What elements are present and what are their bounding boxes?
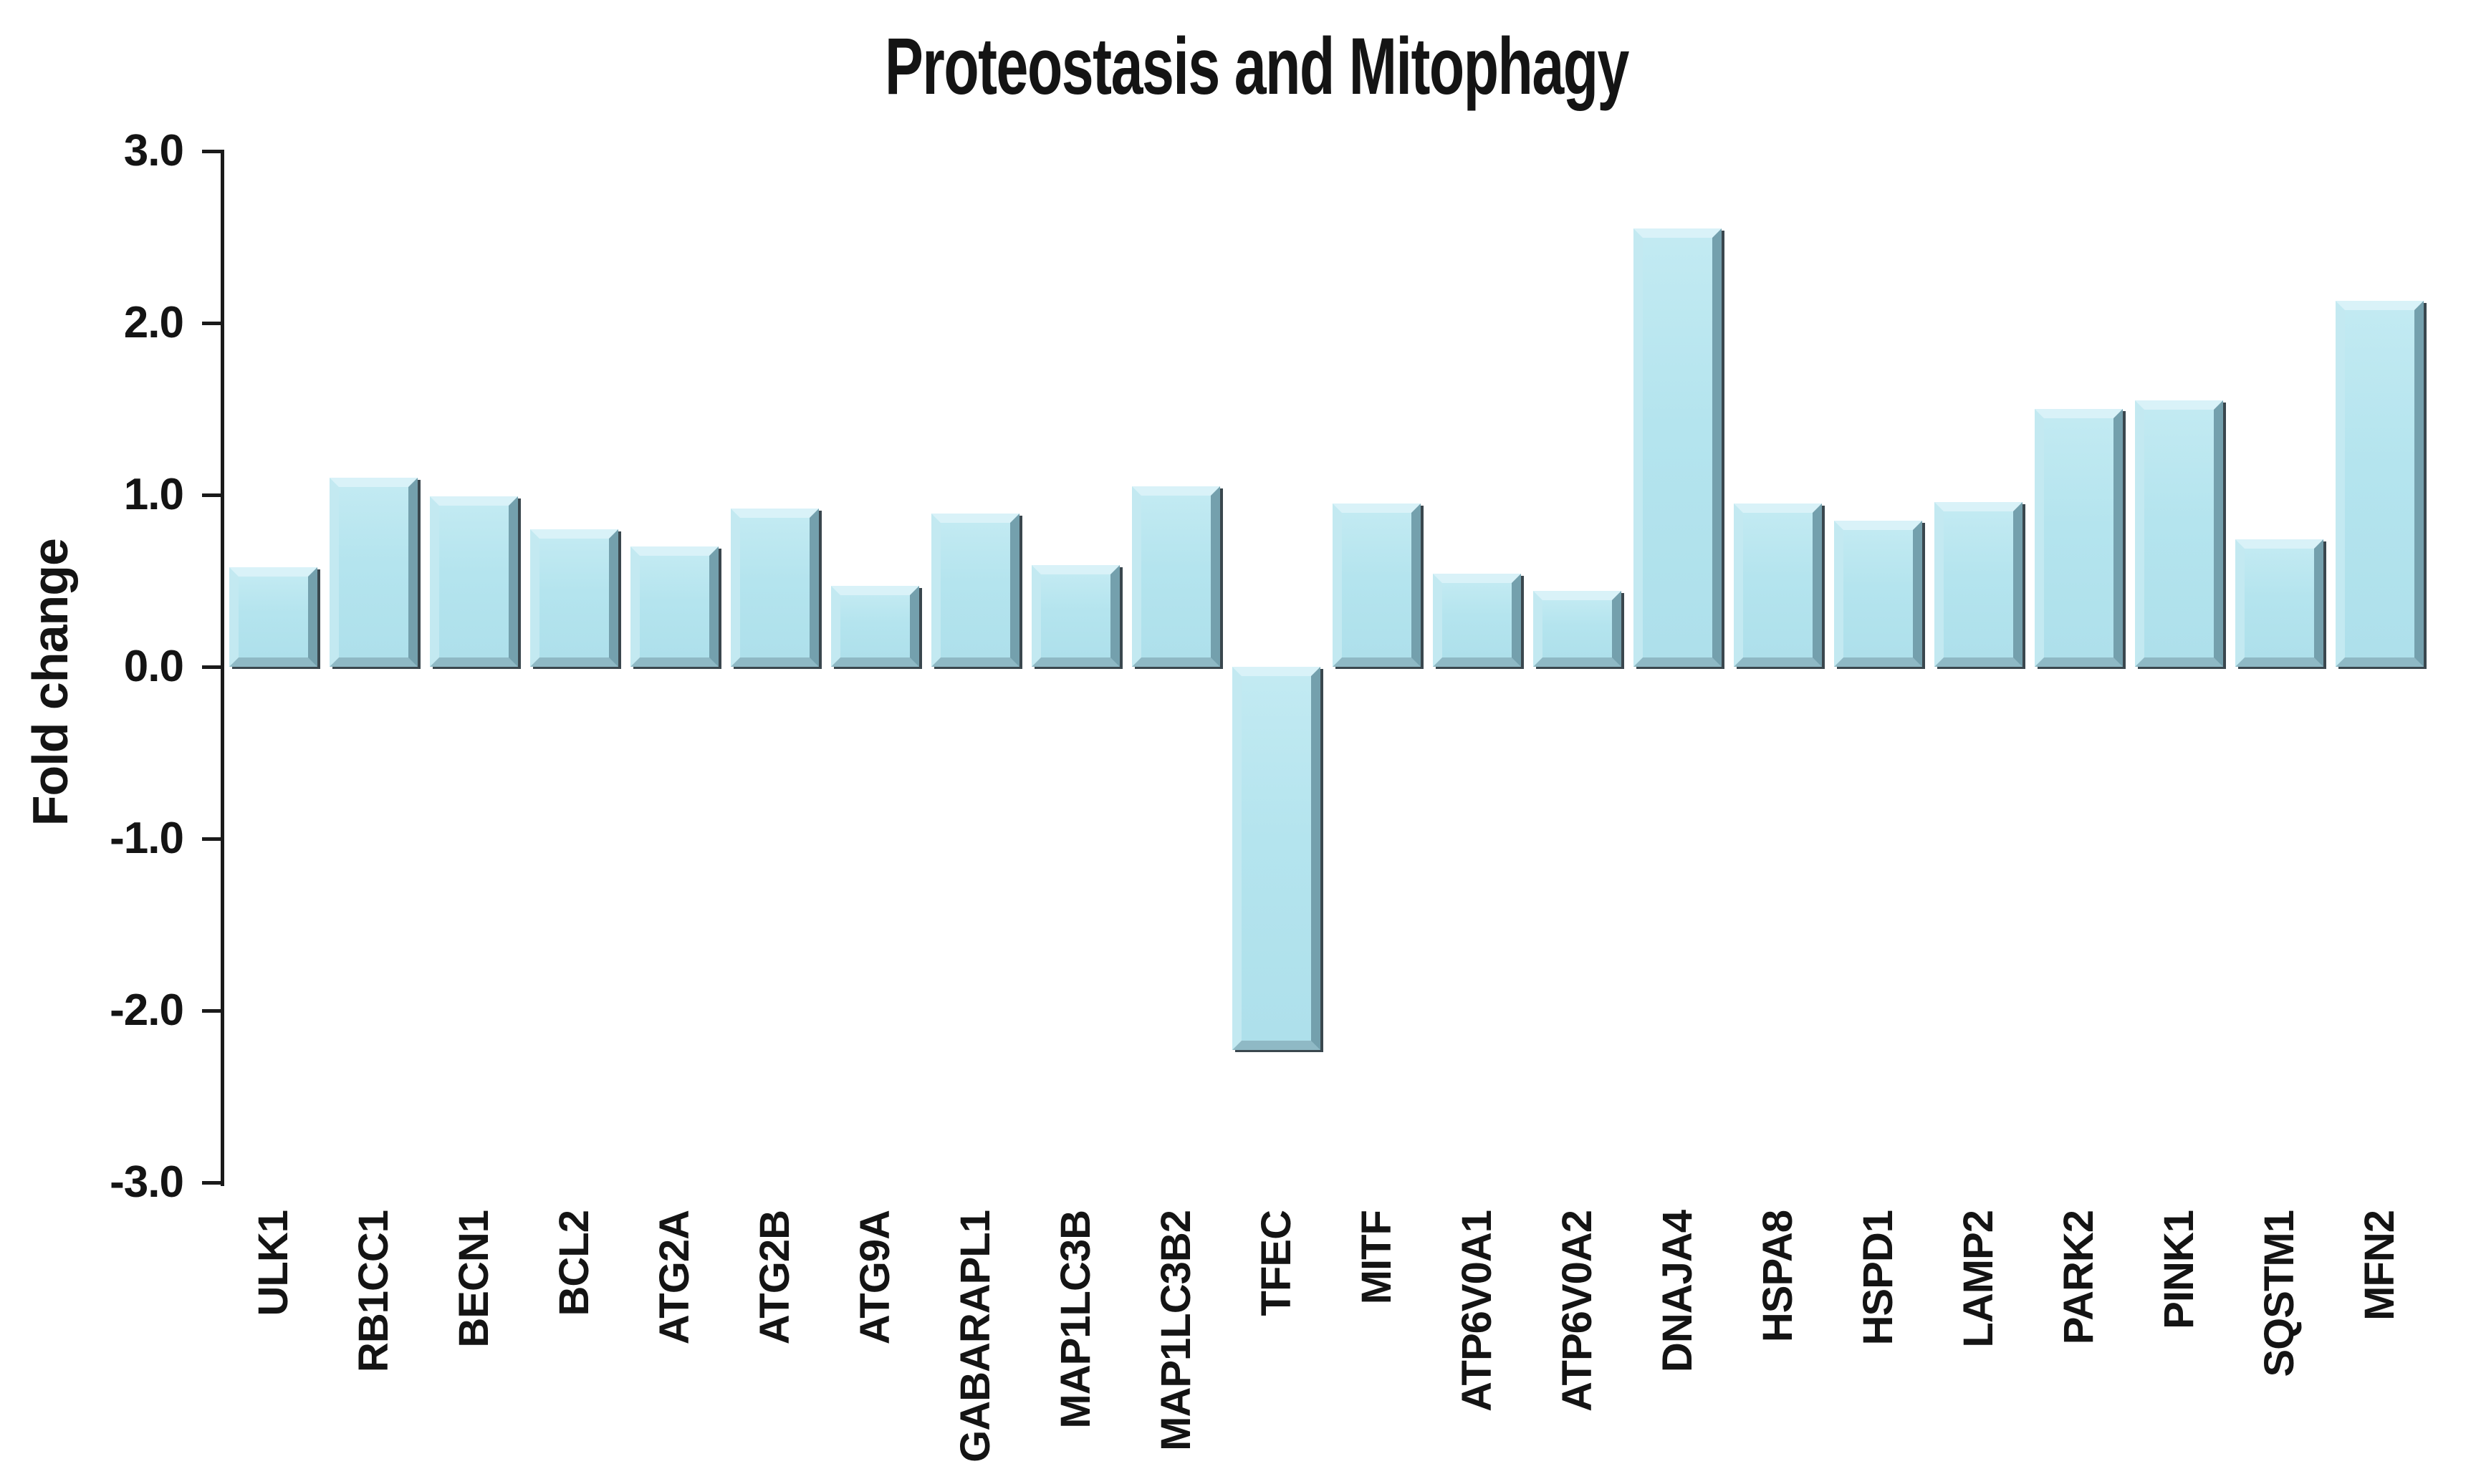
x-category-label-SQSTM1: SQSTM1 (2255, 1210, 2303, 1377)
y-tick-mark (202, 1009, 222, 1013)
y-tick-mark (202, 322, 222, 325)
y-tick-label: 3.0 (123, 126, 184, 175)
x-category-label-ULK1: ULK1 (249, 1210, 297, 1316)
x-category-label-MITF: MITF (1353, 1210, 1400, 1305)
bar-ATG2A (630, 546, 719, 667)
y-tick-label: -1.0 (110, 814, 184, 863)
y-tick-mark (202, 837, 222, 841)
x-category-label-ATP6V0A2: ATP6V0A2 (1553, 1210, 1601, 1412)
x-category-label-PARK2: PARK2 (2055, 1210, 2102, 1345)
bar-ATP6V0A2 (1533, 591, 1621, 667)
bar-RB1CC1 (330, 478, 418, 667)
x-category-label-ATG2B: ATG2B (751, 1210, 798, 1345)
x-category-label-BCL2: BCL2 (550, 1210, 598, 1316)
bar-ATG2B (731, 509, 819, 667)
x-category-label-DNAJA4: DNAJA4 (1654, 1210, 1701, 1373)
bar-ULK1 (229, 567, 317, 667)
y-tick-mark (202, 665, 222, 669)
y-tick-label: 1.0 (123, 470, 184, 519)
x-category-label-RB1CC1: RB1CC1 (350, 1210, 397, 1373)
x-category-label-MAP1LC3B2: MAP1LC3B2 (1152, 1210, 1199, 1451)
x-category-label-LAMP2: LAMP2 (1954, 1210, 2002, 1348)
bar-GABARAPL1 (931, 514, 1019, 667)
bar-MFN2 (2336, 300, 2424, 667)
chart-title: Proteostasis and Mitophagy (885, 21, 1629, 111)
x-category-label-HSPD1: HSPD1 (1854, 1210, 1901, 1346)
x-category-label-ATG2A: ATG2A (651, 1210, 698, 1345)
x-category-label-GABARAPL1: GABARAPL1 (951, 1210, 999, 1463)
bar-TFEC (1232, 667, 1320, 1051)
bar-ATG9A (831, 586, 919, 667)
bar-MAP1LC3B2 (1132, 486, 1220, 667)
x-category-label-MAP1LC3B: MAP1LC3B (1052, 1210, 1099, 1429)
bar-BECN1 (430, 496, 518, 667)
y-tick-label: 0.0 (123, 642, 184, 691)
y-axis-line (221, 150, 224, 1186)
bar-PINK1 (2135, 400, 2223, 667)
bar-MAP1LC3B (1032, 565, 1120, 667)
y-tick-mark (202, 493, 222, 497)
x-category-label-ATG9A: ATG9A (851, 1210, 898, 1345)
y-tick-label: -3.0 (110, 1157, 184, 1207)
bar-DNAJA4 (1633, 228, 1722, 667)
y-tick-mark (202, 1181, 222, 1185)
bar-HSPA8 (1734, 504, 1822, 667)
y-tick-mark (202, 150, 222, 153)
bar-ATP6V0A1 (1433, 574, 1521, 667)
bar-PARK2 (2035, 409, 2123, 667)
bar-SQSTM1 (2235, 539, 2323, 667)
y-tick-label: 2.0 (123, 298, 184, 347)
bar-MITF (1333, 504, 1421, 667)
x-category-label-HSPA8: HSPA8 (1754, 1210, 1801, 1343)
x-category-label-TFEC: TFEC (1252, 1210, 1300, 1316)
bar-LAMP2 (1934, 501, 2022, 667)
y-tick-label: -2.0 (110, 986, 184, 1035)
x-category-label-PINK1: PINK1 (2155, 1210, 2202, 1329)
bar-HSPD1 (1834, 521, 1922, 667)
x-category-label-ATP6V0A1: ATP6V0A1 (1453, 1210, 1500, 1412)
x-category-label-BECN1: BECN1 (450, 1210, 497, 1348)
bar-BCL2 (530, 529, 618, 667)
x-category-label-MFN2: MFN2 (2356, 1210, 2403, 1321)
